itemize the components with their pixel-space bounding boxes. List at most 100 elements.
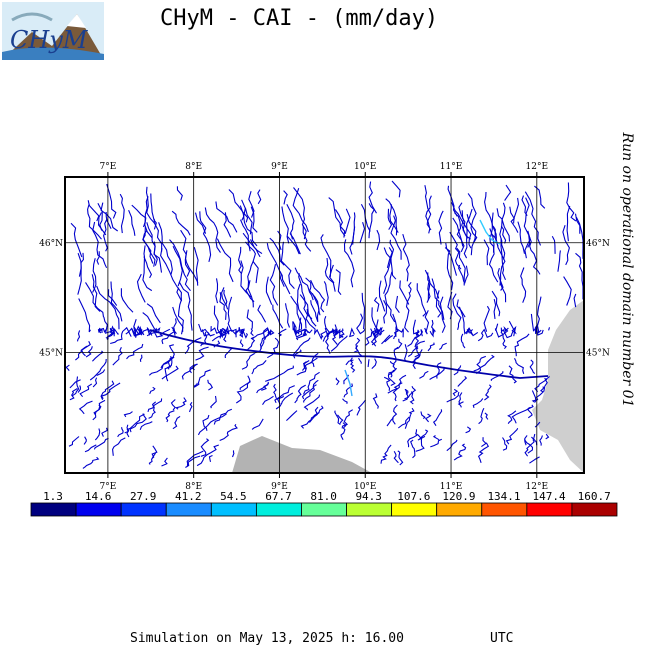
- river-segment: [446, 439, 458, 452]
- river-segment: [216, 238, 234, 283]
- river-segment: [387, 374, 407, 394]
- river-segment: [106, 325, 119, 340]
- river-segment: [416, 283, 427, 317]
- river-segment: [231, 328, 245, 338]
- river-segment: [71, 376, 80, 397]
- river-segment: [356, 313, 366, 335]
- river-segment: [184, 337, 202, 354]
- river-segment: [245, 241, 259, 284]
- river-segment: [446, 391, 460, 403]
- lon-label-top: 9°E: [271, 162, 288, 172]
- river-segment: [341, 409, 353, 429]
- river-segment: [193, 247, 199, 286]
- river-segment: [323, 281, 329, 306]
- river-segment: [85, 346, 93, 358]
- river-segment: [240, 260, 252, 298]
- river-segment: [520, 267, 527, 303]
- river-segment-high: [344, 369, 353, 397]
- lat-label-right: 45°N: [586, 348, 610, 358]
- lat-label-left: 45°N: [39, 348, 63, 358]
- adriatic-sea-area: [532, 300, 584, 473]
- river-segment: [103, 316, 116, 336]
- river-segment: [523, 197, 531, 248]
- river-segment: [402, 233, 410, 282]
- logo-text: CHyM: [10, 26, 89, 54]
- river-segment: [545, 433, 550, 440]
- river-segment: [202, 414, 210, 431]
- river-segment: [265, 365, 294, 382]
- river-segment: [477, 442, 490, 463]
- map-frame: [64, 176, 585, 474]
- river-segment: [496, 208, 506, 260]
- river-segment: [112, 437, 126, 456]
- river-segment: [139, 354, 143, 363]
- river-segment: [410, 439, 416, 459]
- river-segment: [283, 190, 288, 205]
- colorbar-swatch: [301, 502, 347, 517]
- river-segment: [145, 186, 156, 225]
- river-segment: [161, 457, 168, 467]
- graticule: [65, 172, 584, 478]
- river-segment: [168, 344, 175, 360]
- river-segment: [194, 369, 211, 388]
- river-segment: [361, 292, 366, 330]
- river-segment: [500, 238, 507, 281]
- river-segment: [201, 329, 211, 337]
- river-segment: [432, 409, 443, 426]
- river-segment: [210, 395, 217, 409]
- river-segment: [246, 309, 253, 329]
- river-segment: [335, 269, 342, 296]
- river-segment: [514, 357, 525, 374]
- river-segment: [185, 455, 201, 468]
- river-segment: [389, 361, 397, 376]
- river-segment: [502, 437, 508, 451]
- river-segment: [356, 399, 367, 416]
- river-segment: [447, 185, 458, 217]
- river-segment: [393, 450, 399, 464]
- river-segment: [488, 234, 499, 283]
- river-segment: [429, 366, 445, 380]
- river-segment: [292, 337, 311, 356]
- river-segment: [215, 278, 219, 304]
- river-segment: [534, 377, 548, 393]
- river-segment: [438, 210, 444, 245]
- river-segment: [566, 182, 577, 222]
- river-segment: [444, 247, 454, 291]
- river-segment: [524, 191, 542, 246]
- river-segment: [419, 370, 429, 379]
- lon-label-bottom: 10°E: [354, 482, 377, 492]
- river-segment: [262, 395, 274, 406]
- river-segment: [250, 239, 263, 255]
- river-segment: [465, 426, 472, 434]
- river-segment: [257, 189, 262, 205]
- river-segment: [186, 450, 204, 466]
- river-segment: [223, 212, 232, 238]
- colorbar-swatch: [255, 502, 302, 517]
- river-segment: [215, 201, 238, 233]
- river-segment: [426, 282, 431, 303]
- river-segment: [196, 444, 219, 467]
- river-segment: [371, 327, 382, 346]
- river-segment: [575, 252, 584, 300]
- river-segment: [395, 295, 400, 314]
- river-segment: [231, 450, 235, 458]
- river-segment: [411, 354, 420, 363]
- river-segment: [453, 365, 462, 376]
- river-segment: [110, 281, 123, 322]
- colorbar-swatch: [75, 502, 122, 517]
- river-segment: [181, 366, 195, 380]
- river-segment: [299, 294, 317, 327]
- river-segment: [292, 321, 298, 336]
- river-segment: [404, 414, 412, 429]
- river-segment: [250, 328, 254, 336]
- river-segment: [573, 293, 577, 308]
- river-segment: [112, 347, 123, 366]
- lon-label-bottom: 11°E: [440, 482, 463, 492]
- river-segment: [539, 435, 543, 446]
- river-segment: [281, 206, 290, 244]
- river-segment: [128, 209, 136, 236]
- river-segment: [264, 329, 275, 341]
- river-segment: [373, 296, 380, 312]
- river-segment: [79, 383, 93, 398]
- river-segment: [373, 319, 380, 336]
